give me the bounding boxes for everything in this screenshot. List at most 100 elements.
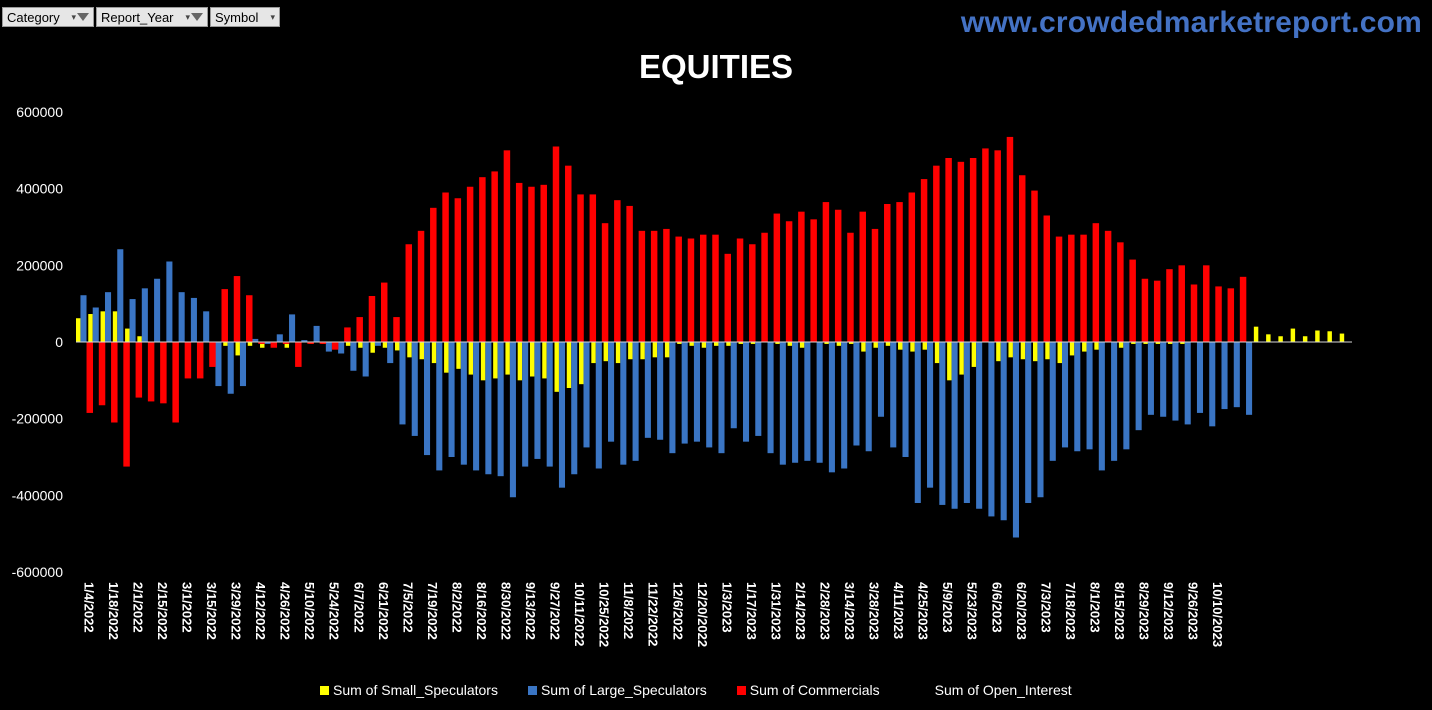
bar-sum-of-small-speculators — [284, 342, 290, 348]
x-tick-label: 4/25/2023 — [916, 582, 931, 640]
bar-sum-of-commercials — [319, 342, 327, 344]
bar-sum-of-small-speculators — [628, 342, 633, 360]
bar-sum-of-large-speculators — [963, 342, 970, 503]
bar-sum-of-commercials — [1117, 242, 1124, 342]
bar-sum-of-small-speculators — [1131, 342, 1136, 344]
x-tick-label: 3/28/2023 — [867, 582, 882, 640]
bar-sum-of-commercials — [565, 165, 572, 342]
bar-sum-of-small-speculators — [112, 311, 118, 342]
bar-sum-of-commercials — [430, 207, 437, 342]
bar-sum-of-large-speculators — [583, 342, 590, 448]
bar-sum-of-large-speculators — [988, 342, 995, 517]
bar-sum-of-commercials — [552, 146, 560, 342]
bar-sum-of-commercials — [221, 289, 228, 342]
bar-sum-of-large-speculators — [522, 342, 529, 467]
bar-sum-of-small-speculators — [701, 342, 707, 348]
bar-sum-of-small-speculators — [861, 342, 866, 352]
bar-sum-of-large-speculators — [92, 307, 99, 342]
bar-sum-of-small-speculators — [959, 342, 964, 375]
x-tick-label: 10/25/2022 — [597, 582, 612, 647]
bar-sum-of-large-speculators — [117, 249, 124, 342]
bar-sum-of-large-speculators — [865, 342, 872, 452]
bar-sum-of-commercials — [368, 296, 376, 342]
bar-sum-of-large-speculators — [423, 342, 431, 456]
bar-sum-of-small-speculators — [1315, 330, 1320, 342]
bar-sum-of-large-speculators — [252, 338, 259, 342]
bar-sum-of-large-speculators — [890, 342, 897, 448]
symbol-filter-button[interactable]: Symbol ▾ — [210, 7, 280, 27]
bar-sum-of-small-speculators — [664, 342, 670, 358]
legend-label: Sum of Open_Interest — [934, 682, 1072, 698]
bar-sum-of-small-speculators — [468, 342, 474, 375]
bar-sum-of-large-speculators — [1086, 342, 1093, 450]
bar-sum-of-small-speculators — [1008, 342, 1013, 358]
bar-sum-of-large-speculators — [436, 342, 443, 471]
bar-sum-of-commercials — [687, 238, 695, 342]
bar-sum-of-large-speculators — [289, 314, 296, 342]
bar-sum-of-commercials — [859, 211, 866, 342]
x-tick-label: 7/5/2022 — [400, 582, 415, 633]
bar-sum-of-small-speculators — [566, 342, 572, 388]
bar-sum-of-commercials — [1141, 278, 1149, 342]
bar-sum-of-small-speculators — [1253, 326, 1259, 342]
bar-sum-of-small-speculators — [1094, 342, 1099, 350]
bar-sum-of-large-speculators — [1196, 342, 1204, 413]
bar-sum-of-small-speculators — [652, 342, 658, 358]
bar-sum-of-large-speculators — [387, 342, 394, 364]
bar-sum-of-large-speculators — [816, 342, 823, 463]
bar-sum-of-commercials — [1092, 223, 1100, 342]
bar-sum-of-large-speculators — [534, 342, 541, 459]
x-tick-label: 1/4/2022 — [81, 582, 96, 633]
bar-sum-of-commercials — [147, 342, 155, 402]
bar-sum-of-large-speculators — [951, 342, 958, 509]
bar-sum-of-commercials — [515, 182, 523, 342]
bar-sum-of-small-speculators — [677, 342, 682, 344]
x-tick-label: 4/11/2023 — [891, 582, 906, 639]
bar-sum-of-large-speculators — [411, 342, 418, 436]
bar-sum-of-small-speculators — [260, 342, 265, 348]
bar-sum-of-commercials — [773, 213, 781, 342]
bar-sum-of-large-speculators — [644, 342, 651, 438]
bar-sum-of-commercials — [98, 342, 106, 406]
bar-sum-of-large-speculators — [1123, 342, 1130, 450]
bar-sum-of-large-speculators — [718, 342, 725, 454]
report-year-filter-button[interactable]: Report_Year ▾ — [96, 7, 208, 27]
x-tick-label: 11/22/2022 — [646, 582, 661, 646]
category-filter-button[interactable]: Category ▾ — [2, 7, 94, 27]
bar-sum-of-small-speculators — [480, 342, 486, 381]
bar-sum-of-commercials — [761, 232, 768, 342]
bar-sum-of-large-speculators — [804, 342, 811, 461]
bar-sum-of-commercials — [454, 198, 462, 342]
bar-sum-of-large-speculators — [264, 342, 271, 344]
x-tick-label: 2/14/2023 — [793, 582, 808, 640]
x-tick-label: 7/3/2023 — [1038, 582, 1053, 633]
x-tick-label: 12/6/2022 — [670, 582, 685, 640]
bar-sum-of-small-speculators — [1033, 342, 1038, 362]
bar-sum-of-large-speculators — [914, 342, 921, 503]
bar-sum-of-small-speculators — [922, 342, 928, 350]
bar-sum-of-large-speculators — [485, 342, 492, 475]
legend-swatch-icon — [527, 685, 537, 695]
symbol-filter-label: Symbol — [215, 9, 259, 25]
bar-sum-of-small-speculators — [1266, 334, 1271, 342]
bar-sum-of-small-speculators — [971, 342, 977, 367]
bar-sum-of-commercials — [380, 282, 388, 342]
bar-sum-of-large-speculators — [399, 342, 406, 425]
x-tick-label: 8/15/2023 — [1112, 582, 1127, 640]
bar-sum-of-commercials — [135, 342, 143, 398]
bar-sum-of-small-speculators — [824, 342, 829, 344]
bar-sum-of-large-speculators — [779, 342, 786, 465]
x-tick-label: 9/27/2022 — [548, 582, 563, 640]
bar-sum-of-small-speculators — [885, 342, 891, 346]
bar-sum-of-commercials — [479, 177, 486, 342]
bar-sum-of-large-speculators — [595, 342, 602, 469]
x-tick-label: 2/28/2023 — [817, 582, 832, 640]
bar-sum-of-large-speculators — [1074, 342, 1081, 452]
bar-sum-of-small-speculators — [125, 328, 130, 342]
bar-sum-of-small-speculators — [456, 342, 461, 369]
x-tick-label: 7/19/2022 — [425, 582, 440, 640]
bar-sum-of-commercials — [589, 194, 597, 342]
bar-sum-of-commercials — [270, 342, 278, 348]
bar-sum-of-small-speculators — [517, 342, 523, 381]
